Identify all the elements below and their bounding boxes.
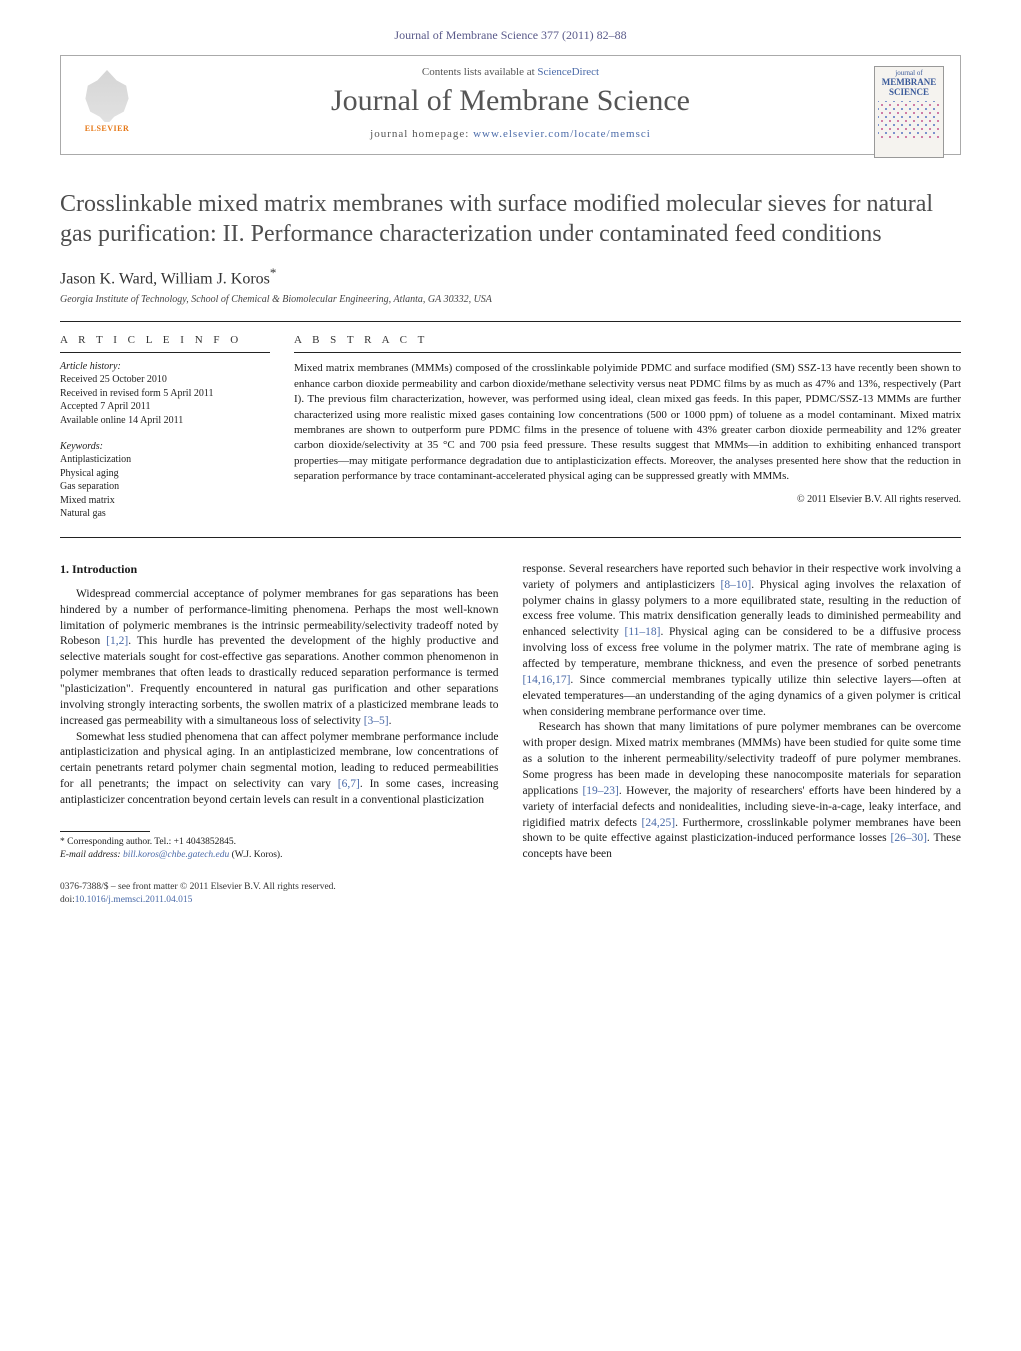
journal-cover-thumbnail: journal of MEMBRANE SCIENCE — [874, 66, 944, 158]
history-received: Received 25 October 2010 — [60, 373, 270, 387]
abstract-text: Mixed matrix membranes (MMMs) composed o… — [294, 361, 961, 484]
citation-link[interactable]: [26–30] — [891, 832, 927, 844]
keyword: Gas separation — [60, 480, 270, 494]
body-text: . — [389, 715, 392, 727]
affiliation: Georgia Institute of Technology, School … — [60, 294, 961, 305]
corr-email-label: E-mail address: — [60, 850, 123, 860]
publisher-name: ELSEVIER — [85, 124, 129, 133]
doi-link[interactable]: 10.1016/j.memsci.2011.04.015 — [75, 895, 193, 905]
keyword: Physical aging — [60, 467, 270, 481]
citation-link[interactable]: [24,25] — [642, 817, 676, 829]
corr-line1: * Corresponding author. Tel.: +1 4043852… — [60, 836, 499, 849]
cover-line3: SCIENCE — [889, 87, 929, 97]
abstract-heading: a b s t r a c t — [294, 334, 961, 346]
body-paragraph: response. Several researchers have repor… — [523, 562, 962, 721]
contents-list-line: Contents lists available at ScienceDirec… — [77, 66, 944, 78]
journal-homepage-link[interactable]: www.elsevier.com/locate/memsci — [473, 128, 651, 140]
authors: Jason K. Ward, William J. Koros* — [60, 265, 961, 288]
corresponding-author-note: * Corresponding author. Tel.: +1 4043852… — [60, 836, 499, 862]
article-title: Crosslinkable mixed matrix membranes wit… — [60, 189, 961, 249]
citation-link[interactable]: [6,7] — [338, 778, 360, 790]
keyword: Antiplasticization — [60, 453, 270, 467]
citation-link[interactable]: [11–18] — [624, 626, 660, 638]
history-online: Available online 14 April 2011 — [60, 414, 270, 428]
corresponding-asterisk-icon: * — [270, 265, 277, 280]
citation-link[interactable]: [3–5] — [364, 715, 389, 727]
cover-line2: MEMBRANE — [882, 77, 937, 87]
divider — [294, 352, 961, 353]
body-text: . This hurdle has prevented the developm… — [60, 635, 499, 726]
citation-link[interactable]: [1,2] — [106, 635, 128, 647]
keyword: Natural gas — [60, 507, 270, 521]
history-revised: Received in revised form 5 April 2011 — [60, 387, 270, 401]
contents-list-pre: Contents lists available at — [422, 66, 537, 78]
abstract-column: a b s t r a c t Mixed matrix membranes (… — [294, 334, 961, 521]
journal-title: Journal of Membrane Science — [77, 84, 944, 118]
citation-link[interactable]: [14,16,17] — [523, 674, 571, 686]
publisher-logo: ELSEVIER — [77, 70, 137, 142]
keyword: Mixed matrix — [60, 494, 270, 508]
cover-graphic-icon — [878, 101, 940, 139]
body-paragraph: Somewhat less studied phenomena that can… — [60, 730, 499, 809]
footnote-divider — [60, 831, 150, 832]
body-left-column: 1. Introduction Widespread commercial ac… — [60, 562, 499, 863]
sciencedirect-link[interactable]: ScienceDirect — [537, 66, 599, 78]
body-paragraph: Research has shown that many limitations… — [523, 720, 962, 863]
citation-link[interactable]: [19–23] — [582, 785, 618, 797]
journal-homepage-line: journal homepage: www.elsevier.com/locat… — [77, 128, 944, 140]
article-info-column: a r t i c l e i n f o Article history: R… — [60, 334, 270, 521]
history-accepted: Accepted 7 April 2011 — [60, 400, 270, 414]
article-history-heading: Article history: — [60, 361, 270, 372]
corr-email-link[interactable]: bill.koros@chbe.gatech.edu — [123, 850, 229, 860]
footer-copyright: 0376-7388/$ – see front matter © 2011 El… — [60, 881, 961, 894]
author-names: Jason K. Ward, William J. Koros — [60, 270, 270, 287]
body-paragraph: Widespread commercial acceptance of poly… — [60, 587, 499, 730]
section-1-title: 1. Introduction — [60, 562, 499, 577]
page-footer: 0376-7388/$ – see front matter © 2011 El… — [0, 863, 1021, 931]
abstract-copyright: © 2011 Elsevier B.V. All rights reserved… — [294, 494, 961, 505]
corr-author-paren: (W.J. Koros). — [229, 850, 282, 860]
journal-banner: ELSEVIER journal of MEMBRANE SCIENCE Con… — [60, 55, 961, 155]
citation-link[interactable]: [8–10] — [721, 579, 752, 591]
keywords-heading: Keywords: — [60, 441, 270, 452]
body-right-column: response. Several researchers have repor… — [523, 562, 962, 863]
running-head: Journal of Membrane Science 377 (2011) 8… — [0, 0, 1021, 51]
article-info-heading: a r t i c l e i n f o — [60, 334, 270, 346]
body-text: . Since commercial membranes typically u… — [523, 674, 962, 718]
divider — [60, 352, 270, 353]
homepage-pre: journal homepage: — [370, 128, 473, 140]
elsevier-tree-icon — [83, 70, 131, 122]
doi-label: doi: — [60, 895, 75, 905]
